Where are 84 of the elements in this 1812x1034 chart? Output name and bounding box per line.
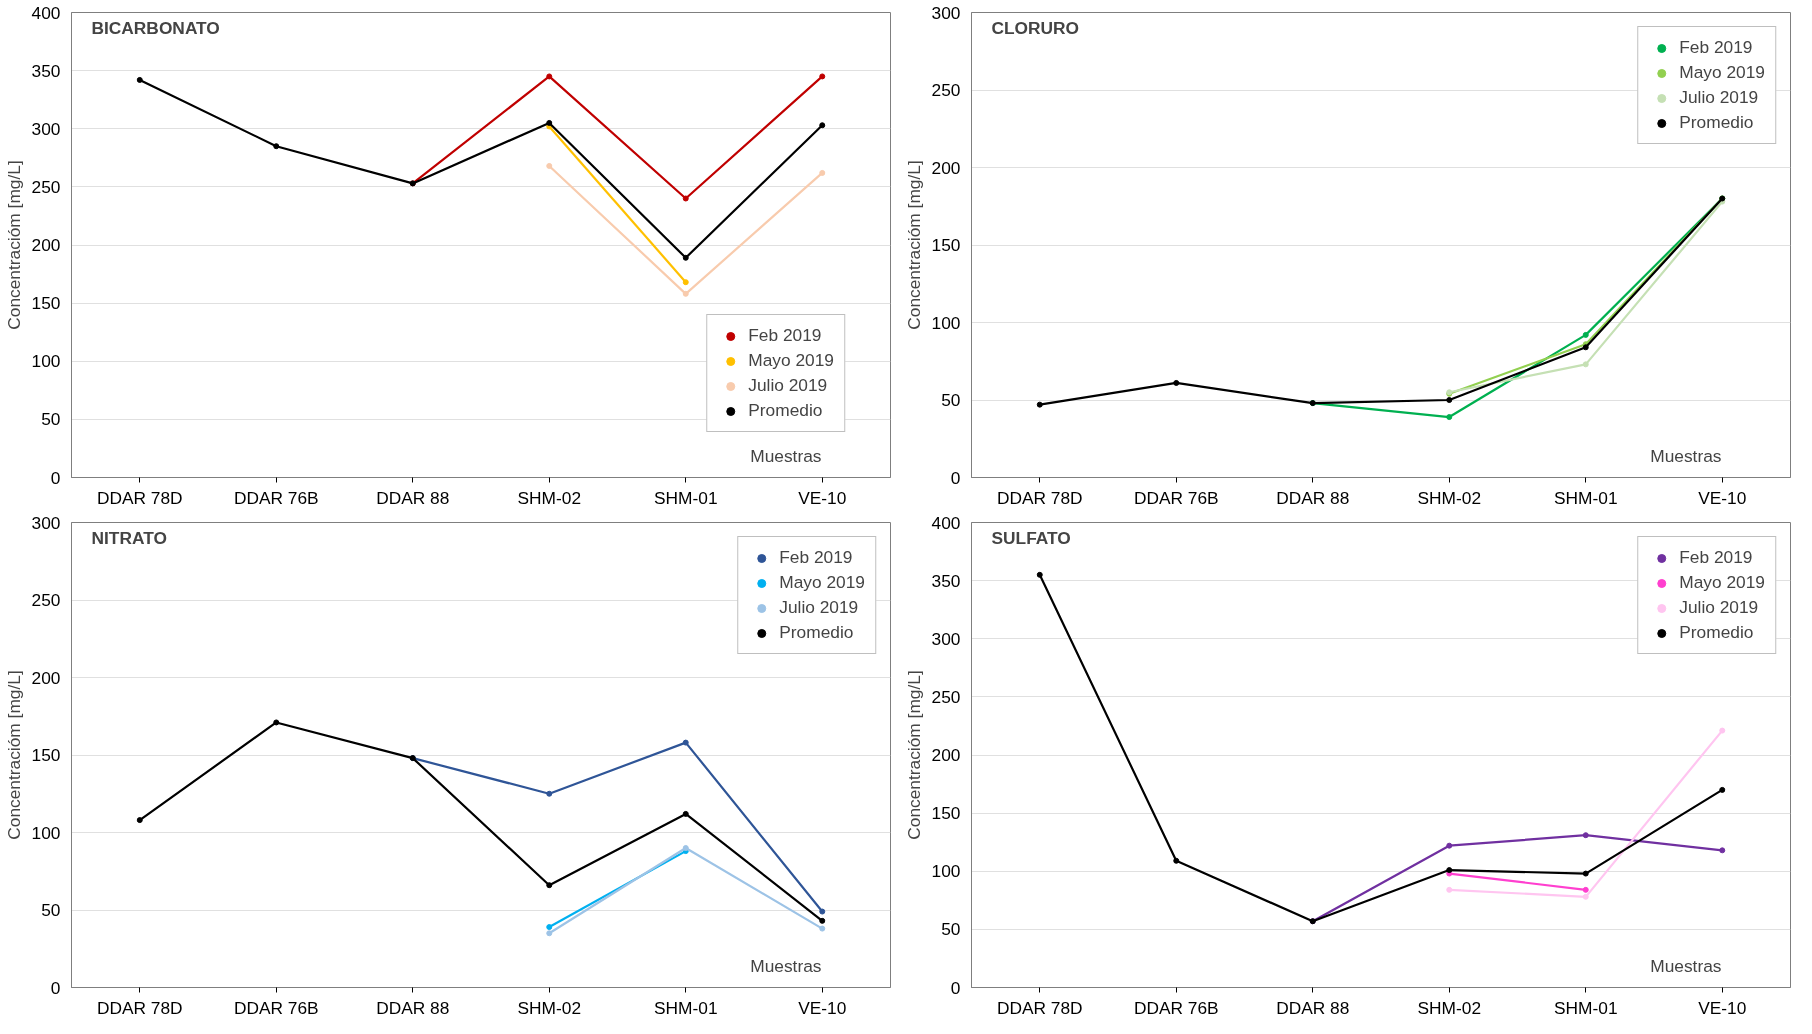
- chart-title: SULFATO: [991, 527, 1071, 548]
- y-axis-title: Concentracióm [mg/L]: [3, 160, 24, 330]
- x-tick-label: SHM-01: [653, 997, 718, 1018]
- legend-label: Feb 2019: [748, 325, 822, 346]
- legend-label: Julio 2019: [748, 375, 828, 396]
- x-tick-label: SHM-01: [1553, 487, 1618, 508]
- y-tick-label: 50: [41, 409, 61, 430]
- y-tick-label: 50: [941, 390, 961, 410]
- y-axis-title: Concentracióm [mg/L]: [903, 670, 924, 840]
- x-tick-label: DDAR 76B: [1133, 487, 1219, 508]
- x-tick-label: SHM-02: [1417, 997, 1482, 1018]
- x-tick-label: DDAR 78D: [996, 487, 1083, 508]
- x-tick-label: SHM-01: [1553, 997, 1618, 1018]
- legend-label: Mayo 2019: [779, 572, 865, 593]
- legend-label: Feb 2019: [1679, 547, 1753, 568]
- x-tick-label: VE-10: [1698, 487, 1747, 508]
- y-tick-label: 200: [931, 157, 961, 178]
- legend-label: Julio 2019: [1679, 597, 1759, 618]
- y-tick-label: 200: [931, 745, 961, 765]
- y-axis-title: Concentracióm [mg/L]: [3, 670, 24, 840]
- y-tick-label: 200: [31, 235, 61, 255]
- y-tick-label: 250: [931, 80, 961, 100]
- legend-label: Promedio: [779, 622, 854, 643]
- y-tick-label: 300: [931, 2, 961, 23]
- y-tick-label: 150: [31, 745, 61, 765]
- x-tick-label: DDAR 88: [376, 997, 450, 1018]
- legend-label: Feb 2019: [1679, 37, 1753, 58]
- x-tick-label: DDAR 88: [1276, 487, 1350, 508]
- legend-label: Julio 2019: [779, 597, 859, 618]
- y-tick-label: 100: [931, 861, 961, 882]
- x-tick-label: DDAR 76B: [1133, 997, 1219, 1018]
- legend-label: Feb 2019: [779, 547, 853, 568]
- x-tick-label: SHM-02: [1417, 487, 1482, 508]
- y-tick-label: 400: [931, 512, 961, 533]
- x-axis-title: Muestras: [1650, 445, 1722, 466]
- y-tick-label: 300: [931, 628, 961, 649]
- x-tick-label: VE-10: [798, 487, 847, 508]
- y-axis-title: Concentracióm [mg/L]: [903, 160, 924, 330]
- legend-label: Promedio: [1679, 622, 1754, 643]
- x-axis-title: Muestras: [1650, 955, 1722, 976]
- x-tick-label: DDAR 76B: [233, 487, 319, 508]
- y-tick-label: 0: [50, 977, 61, 998]
- x-axis-title: Muestras: [750, 955, 822, 976]
- x-tick-label: DDAR 78D: [996, 997, 1083, 1018]
- x-tick-label: VE-10: [1698, 997, 1747, 1018]
- legend-label: Promedio: [1679, 112, 1754, 133]
- x-axis-title: Muestras: [750, 445, 822, 466]
- legend-label: Mayo 2019: [1679, 62, 1765, 83]
- y-tick-label: 300: [31, 118, 61, 139]
- y-tick-label: 100: [31, 822, 61, 843]
- x-tick-label: SHM-02: [517, 487, 582, 508]
- chart-title: BICARBONATO: [91, 17, 220, 38]
- y-tick-label: 0: [50, 467, 61, 488]
- y-tick-label: 150: [931, 803, 961, 824]
- x-tick-label: DDAR 76B: [233, 997, 319, 1018]
- y-tick-label: 250: [31, 176, 61, 197]
- y-tick-label: 100: [31, 351, 61, 372]
- y-tick-label: 200: [31, 667, 61, 688]
- x-tick-label: DDAR 78D: [96, 997, 183, 1018]
- y-tick-label: 150: [31, 293, 61, 314]
- x-tick-label: SHM-02: [517, 997, 582, 1018]
- chart-title: CLORURO: [991, 17, 1080, 38]
- chart-title: NITRATO: [91, 527, 167, 548]
- legend-label: Promedio: [748, 400, 823, 421]
- y-tick-label: 0: [950, 977, 961, 998]
- x-tick-label: VE-10: [798, 997, 847, 1018]
- y-tick-label: 100: [931, 312, 961, 333]
- y-tick-label: 50: [41, 900, 61, 920]
- x-tick-label: SHM-01: [653, 487, 718, 508]
- y-tick-label: 0: [950, 467, 961, 488]
- x-tick-label: DDAR 88: [1276, 997, 1350, 1018]
- y-tick-label: 150: [931, 235, 961, 255]
- legend-label: Mayo 2019: [1679, 572, 1765, 593]
- y-tick-label: 300: [31, 512, 61, 533]
- legend-label: Mayo 2019: [748, 350, 834, 371]
- legend-label: Julio 2019: [1679, 87, 1759, 108]
- y-tick-label: 50: [941, 919, 961, 940]
- y-tick-label: 400: [31, 2, 61, 23]
- x-tick-label: DDAR 88: [376, 487, 450, 508]
- y-tick-label: 250: [931, 686, 961, 707]
- y-tick-label: 350: [31, 60, 61, 81]
- x-tick-label: DDAR 78D: [96, 487, 183, 508]
- y-tick-label: 350: [931, 570, 961, 591]
- y-tick-label: 250: [31, 590, 61, 610]
